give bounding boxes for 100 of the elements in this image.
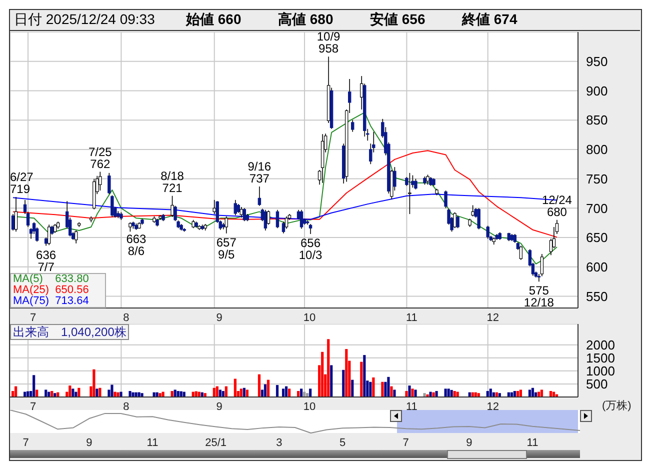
text: 始値 660 <box>186 11 242 29</box>
y-tick-label: 700 <box>586 200 608 216</box>
x-tick-label: 11 <box>406 400 418 413</box>
candlestick <box>98 171 102 191</box>
bar <box>444 388 447 397</box>
bar <box>363 355 366 397</box>
bar <box>282 388 285 397</box>
bar <box>120 392 122 397</box>
bar <box>96 388 98 397</box>
bar <box>116 392 120 397</box>
bar <box>447 388 450 397</box>
candlestick <box>284 216 288 230</box>
y-axis-title: (万株) <box>602 399 632 413</box>
chart-title: 出来高 1,040,200株 <box>10 324 130 340</box>
annotation: 575 12/18 <box>524 284 554 310</box>
bar <box>327 339 330 397</box>
candlestick <box>414 178 418 190</box>
bar <box>372 377 375 397</box>
bar <box>36 390 38 397</box>
bar <box>423 393 426 397</box>
y-tick-label: 850 <box>586 112 608 128</box>
text: 高値 680 <box>278 11 334 29</box>
bar <box>276 385 279 397</box>
x-tick-label: 7 <box>22 436 29 449</box>
bar <box>381 382 384 397</box>
bar <box>128 391 132 397</box>
y-tick-label: 1500 <box>586 350 615 366</box>
y-tick-label: 800 <box>586 142 608 158</box>
text: MA(5) 633.80 <box>13 273 89 285</box>
x-tick-label: 11 <box>526 436 538 449</box>
y-tick-label: 750 <box>586 171 608 186</box>
annotation: 12/24 680 <box>542 192 572 219</box>
candlestick <box>258 186 262 206</box>
text: MA(25) 650.56 <box>13 284 89 296</box>
y-tick-label: 550 <box>586 288 608 304</box>
bar <box>435 391 438 397</box>
candlestick <box>170 195 174 218</box>
x-tick-label: 11 <box>146 436 158 449</box>
candlestick <box>266 210 270 226</box>
candlestick <box>453 212 456 229</box>
bar <box>234 378 236 397</box>
text: 終値 674 <box>462 11 518 29</box>
candlestick <box>444 190 448 209</box>
candlestick <box>264 210 268 231</box>
y-tick-label: 1000 <box>586 364 615 379</box>
candlestick <box>300 210 304 230</box>
annotation: 10/9 958 <box>316 30 341 56</box>
candlestick <box>128 222 132 232</box>
bar <box>540 390 544 397</box>
bar <box>429 392 432 397</box>
x-tick-label: 7 <box>30 312 36 324</box>
bar <box>309 388 312 397</box>
bar <box>98 388 102 397</box>
candlestick <box>224 216 228 234</box>
x-tick-label: 10 <box>303 400 316 413</box>
candlestick <box>308 224 312 234</box>
bar <box>114 392 116 397</box>
bar <box>14 386 18 397</box>
bar <box>246 390 249 397</box>
bar <box>360 362 363 397</box>
bar <box>224 386 228 397</box>
bar <box>330 365 333 397</box>
bar <box>432 392 435 397</box>
bar <box>345 349 348 397</box>
candlestick <box>426 174 430 186</box>
annotation: 9/16 737 <box>248 159 272 186</box>
x-tick-label: 5 <box>339 436 346 449</box>
candlestick <box>471 204 474 217</box>
bar <box>288 388 291 397</box>
candlestick <box>242 208 246 222</box>
bar <box>68 386 72 397</box>
bar <box>134 392 138 397</box>
candlestick <box>408 172 412 214</box>
candlestick <box>47 224 51 246</box>
candlestick <box>519 245 522 260</box>
bar <box>44 390 48 397</box>
bar <box>321 352 324 397</box>
annotation: 657 9/5 <box>216 235 237 262</box>
candlestick <box>477 208 480 230</box>
candlestick <box>14 196 18 232</box>
bar <box>258 374 261 397</box>
x-tick-label: 10 <box>303 312 316 324</box>
candlestick <box>11 214 15 231</box>
bar <box>132 392 134 397</box>
y-tick-label: 650 <box>586 230 608 246</box>
y-tick-label: 600 <box>586 260 608 275</box>
x-tick-label: 7 <box>402 436 409 449</box>
chart-title: 日付 2025/12/24 09:33 <box>14 11 156 29</box>
bar <box>300 388 303 397</box>
bar <box>408 386 411 397</box>
bar <box>284 386 288 397</box>
y-tick-label: 950 <box>586 54 608 69</box>
x-tick-label: 11 <box>406 312 418 324</box>
x-tick-label: 8 <box>123 400 130 413</box>
bar <box>489 388 492 397</box>
x-tick-label: 9 <box>466 436 472 449</box>
candlestick <box>108 172 111 194</box>
y-tick-label: 900 <box>586 83 608 98</box>
annotation: 6/27 719 <box>10 170 34 196</box>
bar <box>216 386 218 397</box>
